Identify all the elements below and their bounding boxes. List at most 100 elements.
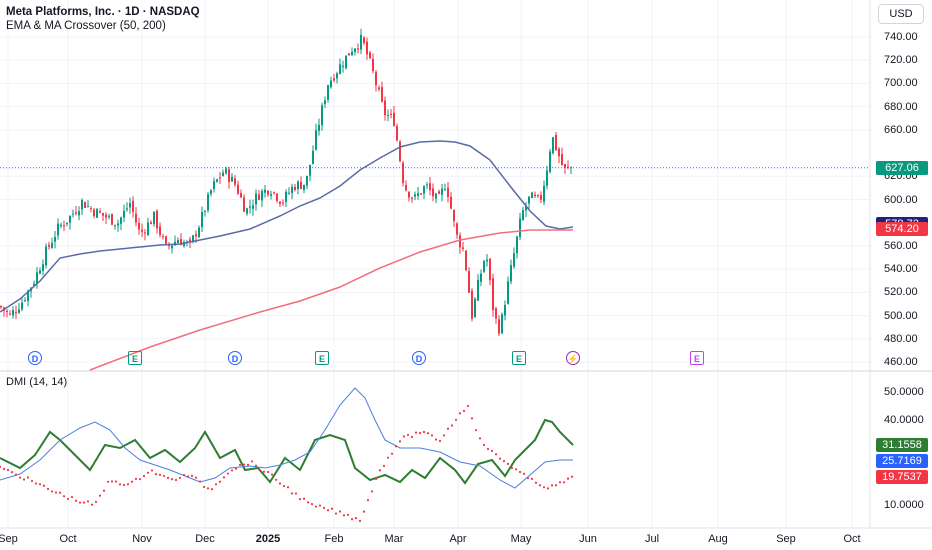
time-tick-label: Jul [644, 533, 660, 545]
adx-dot-120 [478, 437, 482, 440]
candle-body-50 [150, 222, 152, 225]
adx-dot-39 [154, 473, 158, 476]
adx-dot-8 [30, 479, 34, 483]
adx-dot-112 [446, 427, 450, 430]
adx-dot-139 [554, 484, 558, 487]
adx-dot-60 [238, 463, 242, 467]
candle-body-15 [45, 246, 47, 266]
earnings-marker[interactable]: E [690, 351, 704, 365]
candle-body-129 [387, 114, 389, 117]
split-marker[interactable]: ⚡ [566, 351, 580, 365]
candle-body-60 [180, 239, 182, 246]
adx-dot-87 [346, 513, 350, 516]
price-tag: 574.20 [876, 222, 928, 237]
candle-body-176 [528, 196, 530, 204]
adx-dot-51 [202, 485, 206, 489]
adx-dot-84 [334, 512, 338, 515]
candle-body-116 [348, 53, 350, 56]
dividend-marker[interactable]: D [412, 351, 426, 365]
adx-dot-56 [222, 476, 226, 479]
candle-body-48 [144, 232, 146, 234]
adx-dot-55 [218, 480, 222, 483]
indicator-legend[interactable]: EMA & MA Crossover (50, 200) [6, 20, 166, 32]
candle-body-186 [558, 148, 560, 157]
candle-body-31 [93, 209, 95, 217]
candle-body-182 [546, 170, 548, 186]
adx-dot-122 [486, 447, 490, 451]
candle-body-68 [204, 210, 206, 212]
adx-dot-65 [258, 469, 262, 472]
adx-dot-76 [302, 497, 306, 500]
candle-body-25 [75, 212, 77, 214]
adx-dot-94 [374, 477, 378, 481]
adx-dot-71 [282, 484, 286, 488]
adx-dot-138 [550, 484, 554, 487]
price-tick-label: 500.00 [884, 309, 918, 322]
candle-body-14 [42, 264, 44, 271]
candle-body-49 [147, 222, 149, 235]
candle-body-102 [306, 175, 308, 186]
adx-dot-141 [562, 481, 566, 484]
candle-body-130 [390, 113, 392, 115]
adx-dot-80 [318, 504, 322, 507]
candle-body-113 [339, 64, 341, 74]
candle-body-105 [315, 130, 317, 150]
adx-dot-105 [418, 431, 422, 435]
time-tick-label: 2025 [255, 533, 281, 545]
adx-dot-136 [542, 486, 546, 489]
candle-body-187 [561, 154, 563, 165]
earnings-marker[interactable]: E [315, 351, 329, 365]
candle-body-90 [270, 194, 272, 196]
adx-dot-68 [270, 473, 274, 476]
adx-dot-6 [22, 478, 26, 481]
dmi-tick-label: 10.0000 [884, 499, 924, 511]
adx-dot-40 [158, 473, 162, 476]
dividend-marker[interactable]: D [28, 351, 42, 365]
candle-body-151 [453, 210, 455, 222]
adx-dot-95 [378, 469, 382, 472]
adx-dot-57 [226, 472, 230, 475]
candle-body-61 [183, 242, 185, 247]
candle-body-174 [522, 209, 524, 220]
adx-dot-64 [254, 464, 258, 467]
candle-body-41 [123, 210, 125, 218]
adx-dot-19 [74, 499, 78, 502]
candle-body-142 [426, 184, 428, 186]
candle-body-124 [372, 58, 374, 72]
dmi-tag: 19.7537 [876, 470, 928, 485]
dmi-legend[interactable]: DMI (14, 14) [6, 376, 68, 388]
currency-button[interactable]: USD [878, 4, 924, 24]
candle-body-19 [57, 223, 59, 236]
adx-dot-14 [54, 491, 58, 494]
adx-dot-63 [250, 460, 254, 463]
dividend-marker[interactable]: D [228, 351, 242, 365]
adx-dot-45 [178, 476, 182, 480]
adx-dot-5 [18, 476, 22, 479]
candle-body-177 [531, 192, 533, 198]
earnings-marker[interactable]: E [512, 351, 526, 365]
adx-dot-114 [454, 418, 458, 421]
candle-body-112 [336, 73, 338, 79]
candle-body-180 [540, 195, 542, 200]
dmi-tag: 31.1558 [876, 438, 928, 453]
candle-body-95 [285, 191, 287, 202]
candle-body-111 [333, 78, 335, 81]
candle-body-5 [15, 312, 17, 314]
candle-body-104 [312, 150, 314, 164]
adx-dot-119 [474, 429, 478, 432]
candle-body-168 [504, 304, 506, 316]
candle-body-35 [105, 214, 107, 218]
candle-body-59 [177, 240, 179, 244]
candle-body-164 [492, 278, 494, 311]
adx-dot-32 [126, 483, 130, 486]
adx-dot-21 [82, 501, 86, 504]
earnings-marker[interactable]: E [128, 351, 142, 365]
symbol-title[interactable]: Meta Platforms, Inc. · 1D · NASDAQ [6, 6, 200, 18]
price-tick-label: 680.00 [884, 100, 918, 113]
price-tick-label: 480.00 [884, 332, 918, 345]
candle-body-149 [447, 187, 449, 197]
candle-body-6 [18, 309, 20, 313]
candle-body-163 [489, 258, 491, 281]
adx-dot-118 [470, 417, 474, 420]
